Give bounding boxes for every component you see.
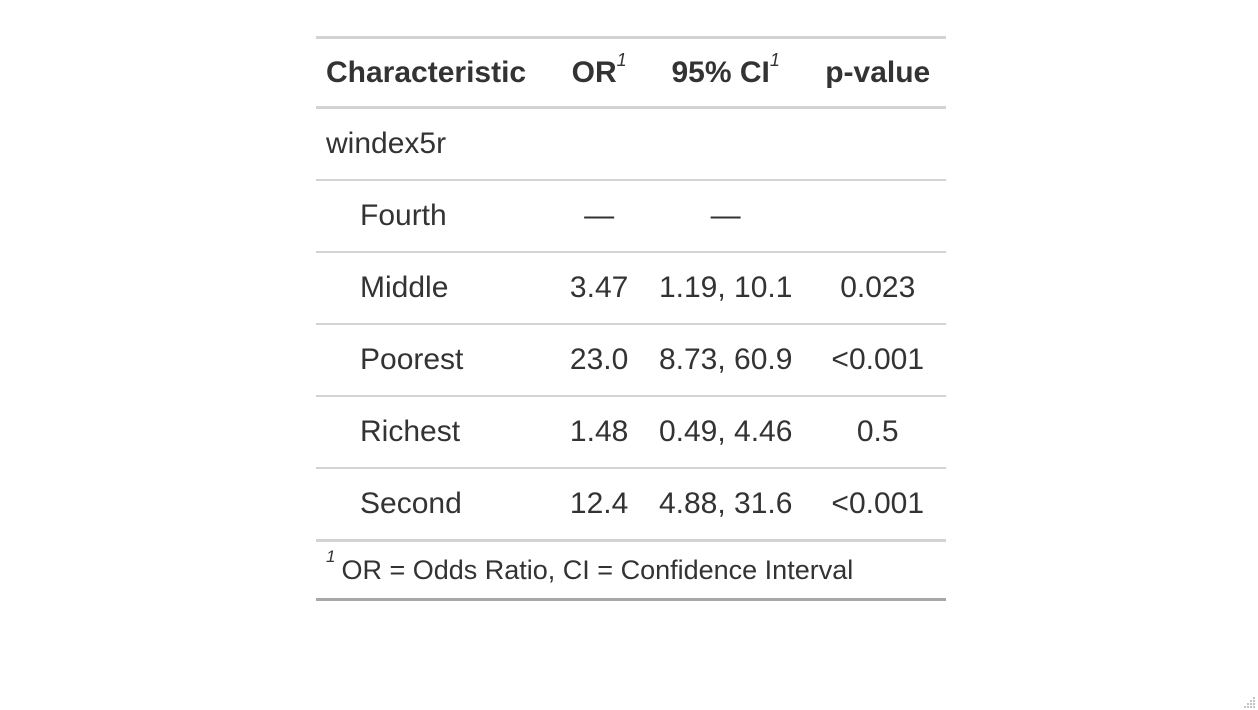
row-ci: 1.19, 10.1 — [658, 271, 793, 304]
row-label: Second — [360, 487, 462, 520]
table-row: Fourth — — — [316, 180, 946, 252]
row-ci: 0.49, 4.46 — [658, 415, 793, 448]
table-row: Richest 1.48 0.49, 4.46 0.5 — [316, 396, 946, 468]
footnote-row: 1 OR = Odds Ratio, CI = Confidence Interv… — [316, 541, 946, 600]
row-pvalue: 0.5 — [856, 415, 899, 448]
row-label: Middle — [360, 271, 449, 304]
group-row: windex5r — [316, 108, 946, 181]
row-label: Poorest — [360, 343, 464, 376]
row-pvalue: 0.023 — [840, 271, 916, 304]
header-ci-label: 95% CI — [671, 55, 770, 89]
header-pvalue-label: p-value — [825, 55, 931, 89]
row-pvalue: <0.001 — [831, 343, 925, 376]
header-pvalue: p-value — [809, 38, 946, 108]
row-or: 1.48 — [569, 415, 629, 448]
row-or: 12.4 — [569, 487, 629, 520]
group-label: windex5r — [326, 127, 447, 160]
group-or-cell — [556, 108, 642, 181]
odds-ratio-table: Characteristic OR1 95% CI1 p-value winde… — [316, 36, 946, 601]
row-or: 23.0 — [569, 343, 629, 376]
row-or: — — [584, 199, 615, 232]
row-ci: — — [710, 199, 741, 232]
group-p-cell — [809, 108, 946, 181]
resize-grip-dots — [1244, 697, 1255, 708]
resize-grip-icon[interactable] — [1242, 694, 1256, 708]
row-label: Richest — [360, 415, 461, 448]
header-row: Characteristic OR1 95% CI1 p-value — [316, 37, 946, 108]
row-or: 3.47 — [569, 271, 629, 304]
header-characteristic: Characteristic — [316, 38, 556, 108]
header-ci: 95% CI1 — [642, 38, 810, 108]
row-label: Fourth — [360, 199, 447, 232]
header-characteristic-label: Characteristic — [326, 55, 527, 89]
footnote-marker: 1 — [326, 546, 336, 566]
group-ci-cell — [642, 108, 810, 181]
row-pvalue — [809, 180, 946, 252]
row-pvalue: <0.001 — [831, 487, 925, 520]
footnote: 1 OR = Odds Ratio, CI = Confidence Interv… — [316, 541, 946, 600]
footnote-text: OR = Odds Ratio, CI = Confidence Interva… — [341, 554, 854, 585]
table-row: Middle 3.47 1.19, 10.1 0.023 — [316, 252, 946, 324]
header-ci-footnote-marker: 1 — [769, 49, 780, 70]
header-or: OR1 — [556, 38, 642, 108]
header-or-label: OR — [571, 55, 617, 89]
table-row: Second 12.4 4.88, 31.6 <0.001 — [316, 468, 946, 541]
row-ci: 4.88, 31.6 — [658, 487, 793, 520]
header-or-footnote-marker: 1 — [616, 49, 627, 70]
row-ci: 8.73, 60.9 — [658, 343, 793, 376]
table-row: Poorest 23.0 8.73, 60.9 <0.001 — [316, 324, 946, 396]
regression-table: Characteristic OR1 95% CI1 p-value winde… — [316, 36, 946, 601]
